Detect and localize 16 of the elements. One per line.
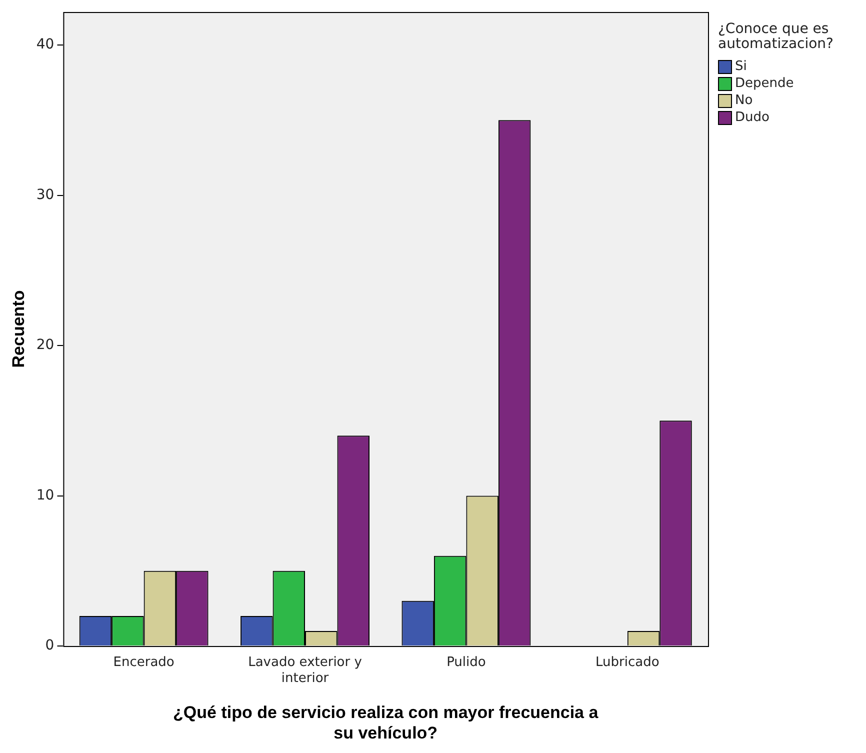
y-tick-label: 20 bbox=[36, 337, 54, 354]
legend-label: Dudo bbox=[735, 110, 770, 125]
x-tick-label: Lavado exterior y interior bbox=[248, 655, 362, 686]
x-tick-label: Lubricado bbox=[596, 655, 660, 670]
y-tick-label: 0 bbox=[45, 638, 54, 654]
x-axis-title: ¿Qué tipo de servicio realiza con mayor frecuencia a su vehículo? bbox=[173, 703, 599, 742]
legend-label: Si bbox=[735, 59, 747, 74]
legend-label: No bbox=[735, 93, 753, 108]
y-tick-label: 40 bbox=[36, 36, 54, 53]
legend-label: Depende bbox=[735, 76, 794, 91]
legend-title: ¿Conoce que es automatizacion? bbox=[718, 21, 834, 52]
y-axis-title: Recuento bbox=[8, 290, 28, 368]
y-tick-label: 10 bbox=[36, 487, 54, 504]
x-tick-label: Encerado bbox=[113, 655, 174, 670]
y-tick-label: 30 bbox=[36, 186, 54, 203]
x-tick-label: Pulido bbox=[446, 655, 486, 670]
